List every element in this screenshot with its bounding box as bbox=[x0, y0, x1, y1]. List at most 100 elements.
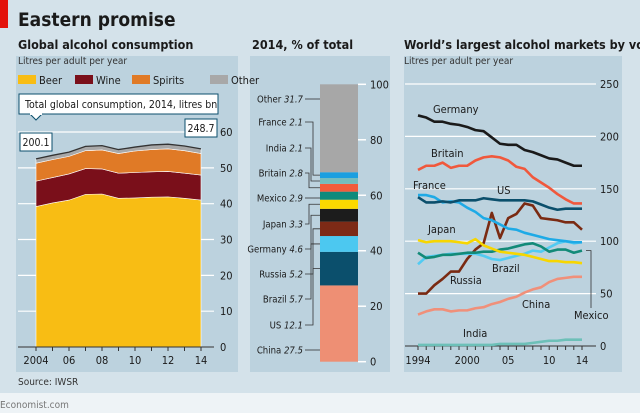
segment-name: Germany bbox=[247, 245, 289, 256]
leader-line bbox=[305, 147, 320, 182]
series-label-india: India bbox=[463, 327, 487, 340]
area-beer bbox=[35, 193, 202, 348]
y-tick-label: 60 bbox=[370, 189, 383, 202]
x-tick-label: 05 bbox=[502, 354, 515, 367]
bar-segment-germany bbox=[320, 208, 358, 222]
series-label-brazil: Brazil bbox=[492, 262, 520, 275]
bar-segment-britain bbox=[320, 183, 358, 192]
series-label-us: US bbox=[497, 184, 511, 197]
x-tick-label: 12 bbox=[162, 354, 175, 367]
series-label-britain: Britain bbox=[431, 147, 464, 160]
segment-label-france: France 2.1 bbox=[258, 118, 303, 129]
legend-label-other: Other bbox=[231, 74, 260, 87]
legend-label-wine: Wine bbox=[96, 74, 121, 87]
segment-name: Other bbox=[257, 95, 284, 106]
legend-swatch-wine bbox=[75, 75, 93, 84]
legend-label-beer: Beer bbox=[39, 74, 63, 87]
segment-name: Russia bbox=[259, 270, 289, 281]
leader-line bbox=[305, 203, 320, 225]
line-germany bbox=[417, 114, 582, 168]
right-title: World’s largest alcohol markets by volum… bbox=[404, 37, 640, 52]
y-tick-label: 100 bbox=[600, 235, 619, 248]
figure-title: Eastern promise bbox=[18, 9, 176, 31]
series-label-russia: Russia bbox=[450, 274, 482, 287]
segment-name: Britain bbox=[259, 169, 290, 180]
segment-label-china: China 27.5 bbox=[257, 346, 303, 357]
segment-name: India bbox=[266, 144, 290, 155]
series-label-mexico: Mexico bbox=[574, 309, 609, 322]
line-china bbox=[417, 275, 582, 316]
bar-segment-russia bbox=[320, 221, 358, 237]
segment-value: 2.8 bbox=[289, 169, 303, 180]
y-tick-label: 150 bbox=[600, 183, 619, 196]
y-tick-label: 40 bbox=[370, 245, 383, 258]
total-line bbox=[35, 143, 202, 160]
segment-label-brazil: Brazil 5.7 bbox=[263, 295, 304, 306]
segment-name: Mexico bbox=[257, 194, 290, 205]
line-mexico bbox=[417, 241, 583, 260]
leader-line bbox=[305, 243, 320, 300]
leader-line bbox=[305, 121, 320, 176]
segment-label-other: Other 31.7 bbox=[257, 95, 304, 106]
segment-label-germany: Germany 4.6 bbox=[247, 245, 303, 256]
segment-value: 12.1 bbox=[284, 321, 303, 332]
segment-value: 5.7 bbox=[289, 295, 303, 306]
x-tick-label: 10 bbox=[543, 354, 556, 367]
bar-segment-other bbox=[320, 84, 358, 173]
callout-text: Total global consumption, 2014, litres b… bbox=[24, 99, 217, 111]
segment-name: France bbox=[258, 118, 289, 129]
segment-value: 2.9 bbox=[289, 194, 303, 205]
leader-line bbox=[305, 268, 320, 326]
x-tick-label: 1994 bbox=[405, 354, 430, 367]
y-tick-label: 200 bbox=[600, 130, 619, 143]
x-tick-label: 2004 bbox=[23, 354, 48, 367]
annotation-value: 200.1 bbox=[22, 137, 49, 149]
y-tick-label: 60 bbox=[220, 126, 233, 139]
bar-segment-brazil bbox=[320, 236, 358, 252]
line-britain bbox=[417, 155, 582, 205]
annotation-value: 248.7 bbox=[187, 123, 214, 135]
segment-label-russia: Russia 5.2 bbox=[259, 270, 303, 281]
annotation-box bbox=[184, 118, 218, 138]
segment-name: Brazil bbox=[263, 295, 290, 306]
y-tick-label: 10 bbox=[220, 305, 233, 318]
x-tick-label: 2000 bbox=[455, 354, 480, 367]
segment-label-japan: Japan 3.3 bbox=[262, 220, 303, 231]
leader-line bbox=[305, 214, 320, 250]
legend-swatch-beer bbox=[18, 75, 36, 84]
legend-label-spirits: Spirits bbox=[153, 74, 184, 87]
series-label-france: France bbox=[413, 179, 446, 192]
y-tick-label: 80 bbox=[370, 134, 383, 147]
y-tick-label: 250 bbox=[600, 78, 619, 91]
segment-value: 2.1 bbox=[289, 144, 303, 155]
series-label-germany: Germany bbox=[433, 103, 479, 116]
callout-pointer-mask bbox=[30, 113, 42, 115]
mexico-leader-line bbox=[586, 250, 592, 308]
series-label-japan: Japan bbox=[427, 223, 456, 236]
segment-label-britain: Britain 2.8 bbox=[259, 169, 304, 180]
y-tick-label: 30 bbox=[220, 234, 233, 247]
y-tick-label: 100 bbox=[370, 78, 389, 91]
line-us bbox=[417, 196, 582, 212]
segment-value: 27.5 bbox=[284, 346, 303, 357]
segment-value: 2.1 bbox=[289, 118, 303, 129]
bar-segment-japan bbox=[320, 199, 358, 209]
left-subtitle: Litres per adult per year bbox=[18, 56, 127, 67]
footer-credit: Economist.com bbox=[0, 400, 69, 411]
bar-segment-india bbox=[320, 178, 358, 184]
right-panel bbox=[404, 56, 622, 372]
segment-value: 5.2 bbox=[289, 270, 303, 281]
left-title: Global alcohol consumption bbox=[18, 37, 193, 52]
x-tick-label: 08 bbox=[96, 354, 109, 367]
series-label-china: China bbox=[522, 298, 550, 311]
middle-title: 2014, % of total bbox=[252, 37, 353, 52]
segment-label-mexico: Mexico 2.9 bbox=[257, 194, 303, 205]
segment-name: US bbox=[270, 321, 284, 332]
segment-value: 4.6 bbox=[289, 245, 303, 256]
segment-label-india: India 2.1 bbox=[266, 144, 303, 155]
bar-segment-china bbox=[320, 285, 358, 362]
y-tick-label: 20 bbox=[220, 269, 233, 282]
segment-value: 3.3 bbox=[289, 220, 303, 231]
